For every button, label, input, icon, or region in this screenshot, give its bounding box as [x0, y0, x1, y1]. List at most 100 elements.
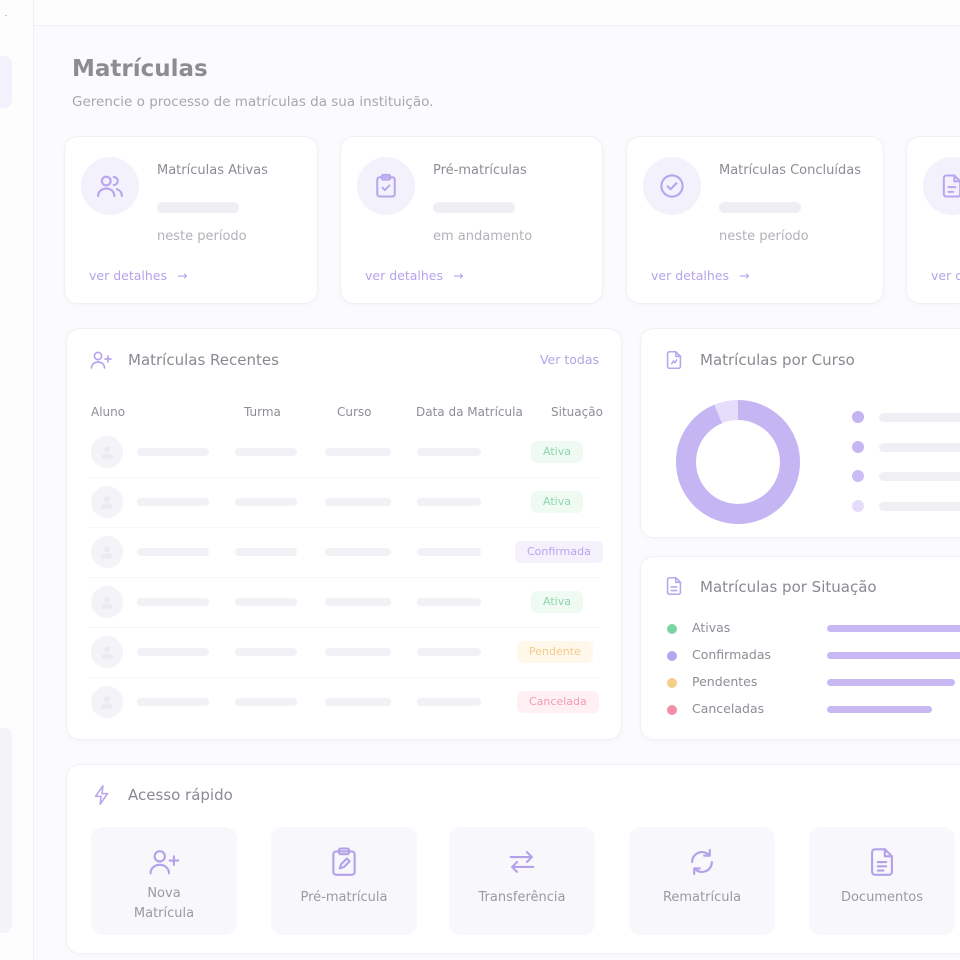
stat-card-ativas: Matrículas Ativas neste período ver deta… [64, 136, 318, 304]
student-placeholder [137, 648, 209, 656]
column-header-turma: Turma [244, 405, 281, 419]
date-placeholder [417, 548, 481, 556]
stat-card-concluidas: Matrículas Concluídas neste período ver … [626, 136, 884, 304]
view-details-label: ver d [931, 268, 960, 283]
quick-label: Pré-matrícula [300, 890, 388, 905]
avatar [91, 686, 123, 718]
quick-documents-button[interactable]: Documentos [809, 827, 955, 935]
by-course-card: Matrículas por Curso [640, 328, 960, 538]
stat-title: Pré-matrículas [433, 163, 527, 178]
date-placeholder [417, 598, 481, 606]
section-title: Matrículas por Curso [700, 351, 855, 369]
avatar [91, 586, 123, 618]
status-bar [827, 625, 960, 632]
avatar [91, 486, 123, 518]
course-placeholder [325, 598, 391, 606]
user-plus-icon [91, 845, 237, 879]
donut-segment [676, 400, 800, 524]
table-row[interactable]: Ativa [89, 577, 601, 627]
course-placeholder [325, 548, 391, 556]
status-bar [827, 679, 955, 686]
column-header-data: Data da Matrícula [416, 405, 523, 419]
table-row[interactable]: Ativa [89, 427, 601, 477]
legend-dot [852, 470, 864, 482]
stat-value-placeholder [433, 202, 515, 213]
document-edit-icon [923, 157, 960, 215]
view-details-label: ver detalhes [89, 268, 167, 283]
status-bar [827, 652, 960, 659]
legend-label-placeholder [879, 502, 960, 511]
status-dot-ativas [667, 624, 677, 634]
section-title: Matrículas Recentes [128, 351, 279, 369]
view-details-link[interactable]: ver detalhes → [365, 268, 463, 283]
table-row[interactable]: Ativa [89, 477, 601, 527]
view-details-label: ver detalhes [651, 268, 729, 283]
student-placeholder [137, 498, 209, 506]
by-status-card: Matrículas por Situação Ativas Confirmad… [640, 556, 960, 740]
arrow-right-icon: → [177, 268, 188, 283]
quick-reenrollment-button[interactable]: Rematrícula [629, 827, 775, 935]
status-dot-confirmadas [667, 651, 677, 661]
quick-transfer-button[interactable]: Transferência [449, 827, 595, 935]
section-title: Acesso rápido [128, 786, 233, 804]
status-dot-canceladas [667, 705, 677, 715]
view-details-link[interactable]: ver detalhes → [651, 268, 749, 283]
legend-label-placeholder [879, 472, 960, 481]
table-row[interactable]: Confirmada [89, 527, 603, 577]
status-badge: Confirmada [515, 541, 603, 563]
page-title: Matrículas [72, 56, 208, 82]
quick-pre-enrollment-button[interactable]: Pré-matrícula [271, 827, 417, 935]
clipboard-check-icon [357, 157, 415, 215]
row-divider [89, 627, 601, 628]
view-all-link[interactable]: Ver todas [539, 352, 599, 367]
sidebar-active-item[interactable] [0, 56, 12, 108]
row-divider [89, 677, 601, 678]
quick-label-line2: Matrícula [133, 906, 195, 921]
quick-access-card: Acesso rápido Nova Matrícula Pré-matrícu… [66, 764, 960, 954]
quick-label: Nova [147, 886, 181, 901]
stat-value-placeholder [157, 202, 239, 213]
refresh-icon [629, 845, 775, 879]
page-subtitle: Gerencie o processo de matrículas da sua… [72, 94, 434, 110]
view-details-link[interactable]: ver d [931, 268, 960, 283]
status-badge: Ativa [531, 441, 583, 463]
users-icon [81, 157, 139, 215]
status-badge: Pendente [517, 641, 593, 663]
legend-dot [852, 411, 864, 423]
date-placeholder [417, 448, 481, 456]
student-placeholder [137, 548, 209, 556]
date-placeholder [417, 698, 481, 706]
course-placeholder [325, 448, 391, 456]
avatar [91, 436, 123, 468]
row-divider [89, 527, 601, 528]
student-placeholder [137, 698, 209, 706]
stat-title: Matrículas Ativas [157, 163, 268, 178]
sidebar: ⠂ [0, 0, 34, 960]
transfer-arrows-icon [449, 845, 595, 879]
legend-label-placeholder [879, 443, 960, 452]
status-badge: Ativa [531, 491, 583, 513]
quick-new-enrollment-button[interactable]: Nova Matrícula [91, 827, 237, 935]
class-placeholder [235, 548, 297, 556]
class-placeholder [235, 648, 297, 656]
table-row[interactable]: Cancelada [89, 677, 601, 727]
table-row[interactable]: Pendente [89, 627, 601, 677]
row-divider [89, 577, 601, 578]
view-details-link[interactable]: ver detalhes → [89, 268, 187, 283]
legend-dot [852, 500, 864, 512]
quick-label: Rematrícula [662, 890, 742, 905]
column-header-aluno: Aluno [91, 405, 126, 419]
stat-card-pre-matriculas: Pré-matrículas em andamento ver detalhes… [340, 136, 603, 304]
document-chart-icon [663, 349, 685, 375]
class-placeholder [235, 498, 297, 506]
quick-label: Documentos [840, 890, 924, 905]
avatar [91, 636, 123, 668]
stat-card-partial: ver d [906, 136, 960, 304]
date-placeholder [417, 648, 481, 656]
stat-title: Matrículas Concluídas [719, 163, 861, 178]
row-divider [89, 477, 601, 478]
avatar [91, 536, 123, 568]
document-icon [809, 845, 955, 879]
class-placeholder [235, 448, 297, 456]
course-donut-chart [675, 399, 801, 529]
